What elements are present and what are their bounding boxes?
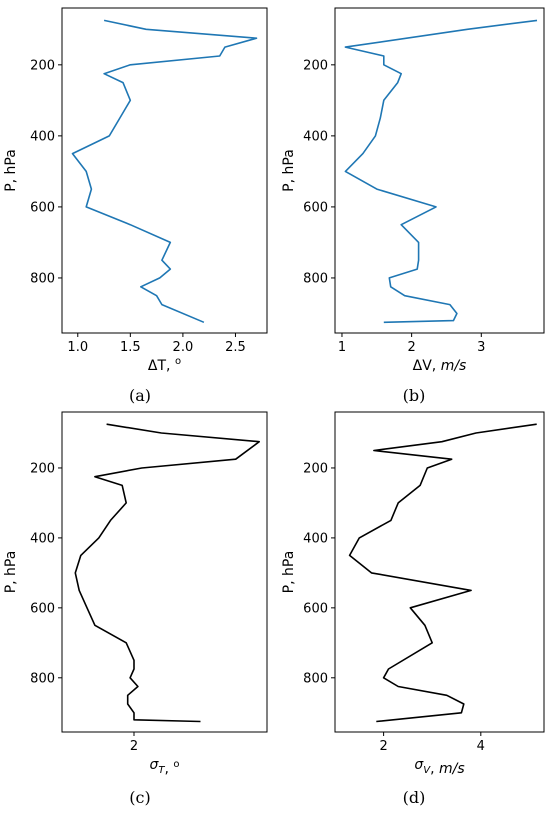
y-tick-label: 600 <box>303 601 328 616</box>
y-tick-label: 800 <box>303 271 328 286</box>
plot-frame <box>61 7 268 334</box>
panel-d: 200 400 600 800 2 4 P, hPa σV, m/s <box>281 411 545 777</box>
y-axis-label: P, hPa <box>3 149 19 192</box>
y-tick-label: 800 <box>303 671 328 686</box>
series-line <box>344 19 538 324</box>
x-tick-label: 1.5 <box>120 340 141 355</box>
y-tick-label: 400 <box>303 129 328 144</box>
x-axis-label: ΔV, m/s <box>413 358 467 374</box>
y-tick-label: 400 <box>30 531 55 546</box>
y-tick-label: 200 <box>303 461 328 476</box>
y-axis-label: P, hPa <box>281 551 297 594</box>
y-tick-label: 600 <box>30 601 55 616</box>
caption-a: (a) <box>129 386 151 405</box>
x-tick-label: 1.0 <box>67 340 88 355</box>
y-tick-label: 800 <box>30 271 55 286</box>
x-tick-label: 1 <box>338 340 346 355</box>
y-axis-label: P, hPa <box>3 551 19 594</box>
y-axis-label: P, hPa <box>281 149 297 192</box>
y-tick-label: 200 <box>30 461 55 476</box>
y-tick-label: 400 <box>303 531 328 546</box>
y-tick-label: 400 <box>30 129 55 144</box>
series-line <box>71 19 258 324</box>
y-tick-label: 600 <box>303 200 328 215</box>
x-tick-label: 2 <box>407 340 415 355</box>
panel-a: 200 400 600 800 1.0 1.5 2.0 2.5 P, hPa ΔT, o <box>3 7 268 374</box>
panel-c: 200 400 600 800 2 P, hPa σT, o <box>3 411 268 777</box>
panel-b: 200 400 600 800 1 2 3 P, hPa ΔV, m/s <box>281 7 545 374</box>
y-tick-label: 200 <box>303 58 328 73</box>
x-tick-label: 2 <box>130 739 138 754</box>
caption-b: (b) <box>403 386 426 405</box>
y-tick-label: 600 <box>30 200 55 215</box>
series-line <box>74 423 261 723</box>
plot-frame <box>334 411 545 733</box>
x-tick-label: 3 <box>477 340 485 355</box>
x-tick-label: 2 <box>379 739 387 754</box>
x-tick-label: 4 <box>477 739 485 754</box>
x-tick-label: 2.0 <box>173 340 194 355</box>
y-tick-label: 800 <box>30 671 55 686</box>
plot-frame <box>334 7 545 334</box>
x-axis-label: σT, o <box>149 757 179 777</box>
series-line <box>348 423 537 723</box>
caption-c: (c) <box>129 788 150 807</box>
plot-frame <box>61 411 268 733</box>
y-tick-label: 200 <box>30 58 55 73</box>
caption-d: (d) <box>403 788 426 807</box>
x-tick-label: 2.5 <box>225 340 246 355</box>
x-axis-label: ΔT, o <box>148 356 181 374</box>
x-axis-label: σV, m/s <box>414 757 464 777</box>
